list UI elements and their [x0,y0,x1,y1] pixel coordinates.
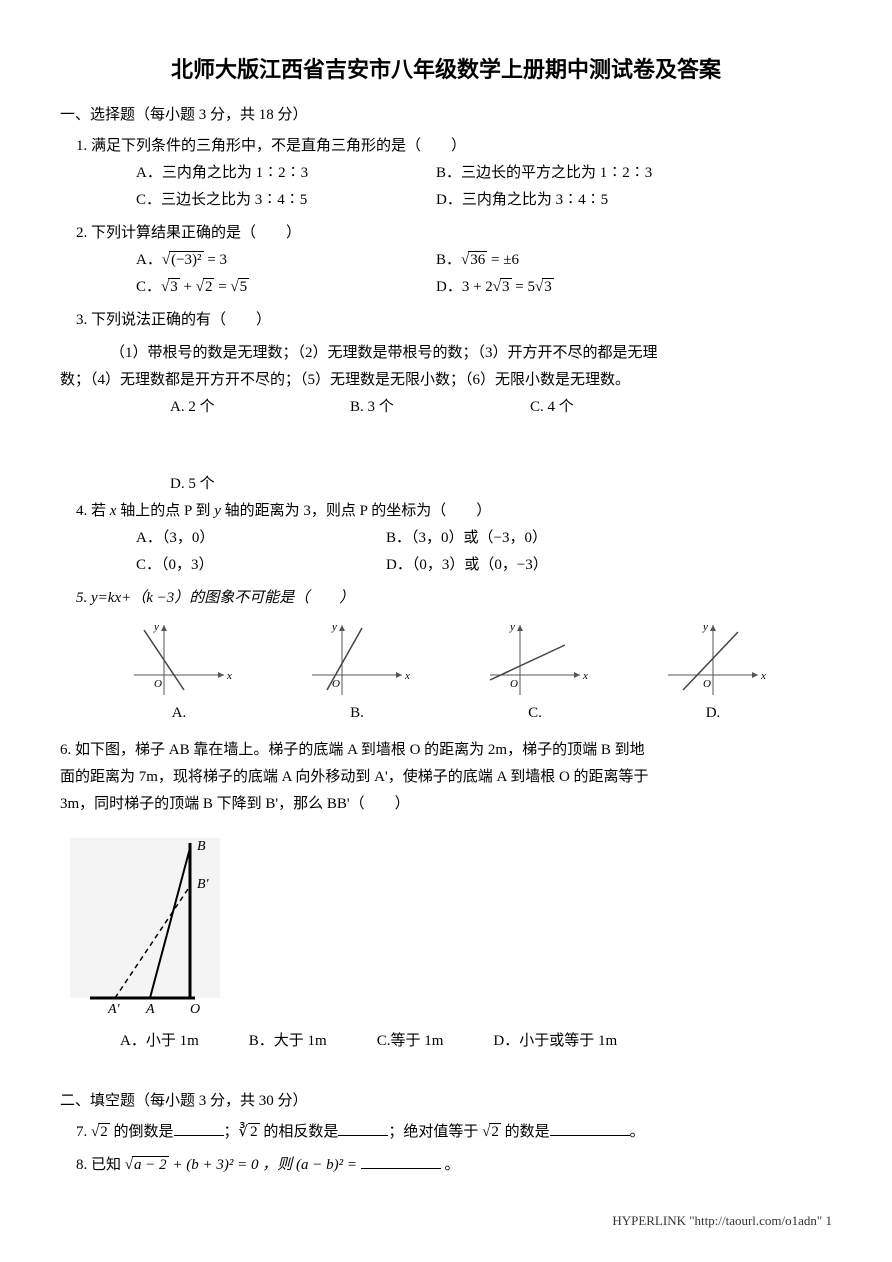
q5-graph-d: x y O D. [658,620,768,727]
svg-text:A: A [145,1002,155,1017]
q5: 5. y=kx+（k −3）的图象不可能是（ ） [60,585,832,612]
q3-opt-d: D. 5 个 [170,471,300,498]
q5-graph-b: x y O B. [302,620,412,727]
q6: 6. 如下图，梯子 AB 靠在墙上。梯子的底端 A 到墙根 O 的距离为 2m，… [60,737,832,818]
ladder-diagram-icon: B B' A A' O [60,828,250,1018]
q6-options: A．小于 1m B．大于 1m C.等于 1m D．小于或等于 1m [60,1028,832,1055]
q1-opt-b: B．三边长的平方之比为 1∶2∶3 [436,160,736,187]
q3: 3. 下列说法正确的有（ ） [60,307,832,334]
q3-opt-c: C. 4 个 [530,394,660,421]
q5-graph-c: x y O C. [480,620,590,727]
coord-graph-icon: x y O [124,620,234,700]
coord-graph-icon: x y O [480,620,590,700]
section2-header: 二、填空题（每小题 3 分，共 30 分） [60,1088,832,1115]
q2-stem: 2. 下列计算结果正确的是（ ） [76,220,832,247]
q1-opt-a: A．三内角之比为 1∶2∶3 [136,160,436,187]
blank-q7-3 [550,1121,630,1136]
q6-line3: 3m，同时梯子的顶端 B 下降到 B'，那么 BB'（ ） [60,791,832,818]
q6-opt-a: A．小于 1m [120,1028,199,1055]
q6-opt-d: D．小于或等于 1m [493,1028,617,1055]
svg-text:B': B' [197,877,210,892]
q5-graph-a: x y O A. [124,620,234,727]
q2-opt-c: C．3 + 2 = 5 [136,274,436,301]
q7: 7. 2 的倒数是；∛2 的相反数是；绝对值等于 2 的数是。 [60,1119,832,1146]
q6-line1: 6. 如下图，梯子 AB 靠在墙上。梯子的底端 A 到墙根 O 的距离为 2m，… [60,737,832,764]
q4-opt-c: C．（0，3） [136,552,386,579]
coord-graph-icon: x y O [658,620,768,700]
q4-opt-a: A．（3，0） [136,525,386,552]
svg-text:O: O [510,678,518,690]
blank-q7-2 [338,1121,388,1136]
svg-text:y: y [331,621,337,633]
svg-text:x: x [226,670,232,682]
section1-header: 一、选择题（每小题 3 分，共 18 分） [60,102,832,129]
svg-text:x: x [404,670,410,682]
ladder-figure: B B' A A' O [60,828,832,1018]
q4-opt-d: D．（0，3）或（0，−3） [386,552,686,579]
q4-opt-b: B．（3，0）或（−3，0） [386,525,686,552]
q1-opt-c: C．三边长之比为 3∶4∶5 [136,187,436,214]
footer-link: HYPERLINK "http://taourl.com/o1adn" 1 [60,1209,832,1232]
svg-text:B: B [197,839,206,854]
svg-text:O: O [703,678,711,690]
svg-text:y: y [153,621,159,633]
q4: 4. 若 x 轴上的点 P 到 y 轴的距离为 3，则点 P 的坐标为（ ） A… [60,498,832,579]
q6-opt-c: C.等于 1m [377,1028,444,1055]
svg-text:O: O [190,1002,200,1017]
blank-q8 [361,1154,441,1169]
q4-stem: 4. 若 x 轴上的点 P 到 y 轴的距离为 3，则点 P 的坐标为（ ） [76,498,832,525]
q2-opt-b: B．36 = ±6 [436,247,736,274]
q3-body: （1）带根号的数是无理数；（2）无理数是带根号的数；（3）开方开不尽的都是无理 … [60,340,832,498]
q5-stem: 5. y=kx+（k −3）的图象不可能是（ ） [76,585,832,612]
q1-stem: 1. 满足下列条件的三角形中，不是直角三角形的是（ ） [76,133,832,160]
page-title: 北师大版江西省吉安市八年级数学上册期中测试卷及答案 [60,50,832,90]
svg-text:y: y [509,621,515,633]
svg-text:O: O [154,678,162,690]
q3-stem: 3. 下列说法正确的有（ ） [76,307,832,334]
q2-opt-a: A．(−3)² = 3 [136,247,436,274]
svg-text:x: x [760,670,766,682]
q6-line2: 面的距离为 7m，现将梯子的底端 A 向外移动到 A'，使梯子的底端 A 到墙根… [60,764,832,791]
q2: 2. 下列计算结果正确的是（ ） A．(−3)² = 3 B．36 = ±6 C… [60,220,832,301]
svg-text:x: x [582,670,588,682]
q1: 1. 满足下列条件的三角形中，不是直角三角形的是（ ） A．三内角之比为 1∶2… [60,133,832,214]
q8: 8. 已知 a − 2 + (b + 3)² = 0 ，则 (a − b)² =… [60,1152,832,1179]
q1-opt-d: D．三内角之比为 3∶4∶5 [436,187,736,214]
svg-text:y: y [702,621,708,633]
blank-q7-1 [174,1121,224,1136]
q3-opt-a: A. 2 个 [170,394,300,421]
q2-opt-d: D．3 + 23 = 53 [436,274,736,301]
coord-graph-icon: x y O [302,620,412,700]
svg-text:A': A' [107,1002,121,1017]
q6-opt-b: B．大于 1m [249,1028,327,1055]
q5-graphs: x y O A. x y O B. x y O C. [90,620,802,727]
q3-opt-b: B. 3 个 [350,394,480,421]
